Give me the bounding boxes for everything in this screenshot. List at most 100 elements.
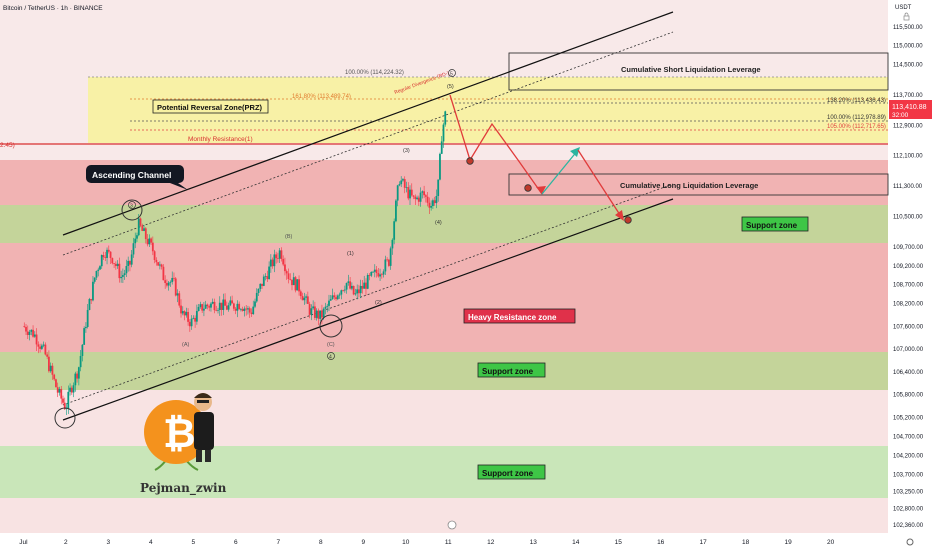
candle-body	[289, 278, 292, 280]
forecast-path-green	[541, 149, 579, 195]
time-tick-label: 11	[445, 539, 452, 546]
candle-body	[428, 202, 431, 208]
candle-body	[243, 308, 246, 311]
event-icon[interactable]	[447, 520, 457, 530]
long-liq-label: Cumulative Long Liquidation Leverage	[620, 181, 758, 190]
forecast-path-red	[449, 94, 543, 195]
price-axis[interactable]: 115,500.00 115,000.00 114,500.00 113,700.00…	[893, 25, 924, 529]
wave-circle-5	[448, 69, 456, 77]
candle-body	[259, 283, 262, 289]
support-zone-box-2	[477, 362, 546, 378]
price-tick-label: 112,100.00	[893, 154, 923, 160]
support-zone-band-3	[0, 446, 888, 498]
candle-body	[310, 308, 313, 315]
candle-body	[74, 373, 77, 386]
candle-body	[206, 304, 209, 307]
candle-body	[298, 279, 300, 292]
candle-body	[407, 187, 410, 199]
candle-body	[102, 255, 105, 258]
candle-body	[37, 344, 40, 347]
candle-body	[60, 388, 63, 399]
bottom-pink-band	[0, 498, 888, 533]
candle-body	[284, 264, 286, 272]
candle-body	[410, 189, 413, 196]
candle-body	[396, 185, 399, 201]
time-tick-label: 5	[192, 539, 196, 546]
left-edge-label: 2.45)	[0, 142, 15, 149]
candle-body	[245, 308, 248, 310]
candle-body	[190, 318, 193, 327]
candle-body	[134, 238, 137, 244]
candle-body	[280, 250, 283, 259]
price-tick-label: 109,200.00	[893, 264, 924, 270]
long-liquidation-box	[508, 173, 889, 196]
candle-body	[308, 303, 311, 315]
avatar-cartoon-icon	[194, 393, 214, 462]
support-zone-band-1	[0, 205, 888, 243]
fib-label-161: 161.80% (113,489.74)	[292, 94, 351, 100]
candle-body	[46, 354, 49, 357]
price-tick-label: 107,000.00	[893, 347, 924, 353]
price-tick-label: 103,700.00	[893, 472, 924, 478]
candle-body	[150, 238, 152, 243]
lock-icon[interactable]	[903, 12, 910, 21]
candle-body	[393, 221, 396, 240]
candle-body	[90, 299, 93, 301]
candle-body	[30, 329, 33, 332]
time-tick-label: 16	[657, 539, 665, 546]
settings-gear-icon[interactable]	[906, 538, 914, 546]
price-tick-label: 104,700.00	[893, 434, 924, 440]
candle-body	[248, 308, 251, 313]
candle-body	[433, 200, 436, 204]
candle-body	[225, 305, 228, 310]
candle-body	[129, 260, 131, 265]
candle-body	[271, 259, 274, 267]
prz-label-box	[152, 99, 269, 114]
support-zone-box-3	[477, 464, 546, 480]
price-tick-label: 106,400.00	[893, 370, 924, 376]
candle-body	[127, 260, 130, 266]
candle-body	[40, 345, 43, 349]
candle-body	[335, 297, 337, 300]
candle-body	[375, 269, 378, 274]
candle-body	[44, 344, 47, 355]
candle-body	[444, 111, 447, 125]
fib-label-105: 105.00% (112,717.65)	[827, 124, 886, 130]
candle-body	[49, 365, 52, 372]
candle-body	[301, 296, 304, 301]
candle-body	[166, 283, 168, 286]
current-price: 113,410.88	[892, 104, 927, 111]
candle-body	[382, 271, 385, 275]
candle-body	[169, 281, 172, 283]
candle-body	[352, 285, 355, 295]
time-tick-label: Jul	[19, 539, 28, 546]
candle-body	[183, 311, 186, 316]
candle-body	[285, 271, 288, 274]
time-tick-label: 10	[402, 539, 410, 546]
candle-body	[234, 308, 237, 311]
bitcoin-logo-icon: ₿	[144, 400, 208, 471]
candle-body	[358, 289, 360, 294]
heavy-resistance-zone	[0, 243, 888, 352]
candle-body	[261, 283, 263, 286]
time-axis[interactable]: Jul 2 3 4 5 6 7 8 9 10 11 12 13 14 15 16 17 18 19 20	[19, 539, 834, 546]
wave-label-a: (A)	[182, 342, 190, 348]
candle-body	[141, 225, 144, 231]
candle-body	[65, 408, 68, 410]
support-zone-label-3: Support zone	[482, 469, 534, 478]
wave-label-1: (1)	[347, 251, 354, 257]
candle-body	[95, 270, 98, 278]
candles	[23, 110, 447, 415]
candle-body	[273, 254, 276, 267]
svg-text:₿: ₿	[163, 412, 196, 456]
time-tick-label: 20	[827, 539, 835, 546]
candle-body	[26, 331, 29, 335]
candle-body	[201, 304, 204, 311]
candle-body	[146, 239, 149, 245]
candle-body	[389, 248, 392, 266]
candle-body	[442, 124, 445, 142]
current-price-tag	[889, 100, 932, 119]
candle-body	[373, 269, 376, 272]
candle-body	[69, 387, 71, 392]
